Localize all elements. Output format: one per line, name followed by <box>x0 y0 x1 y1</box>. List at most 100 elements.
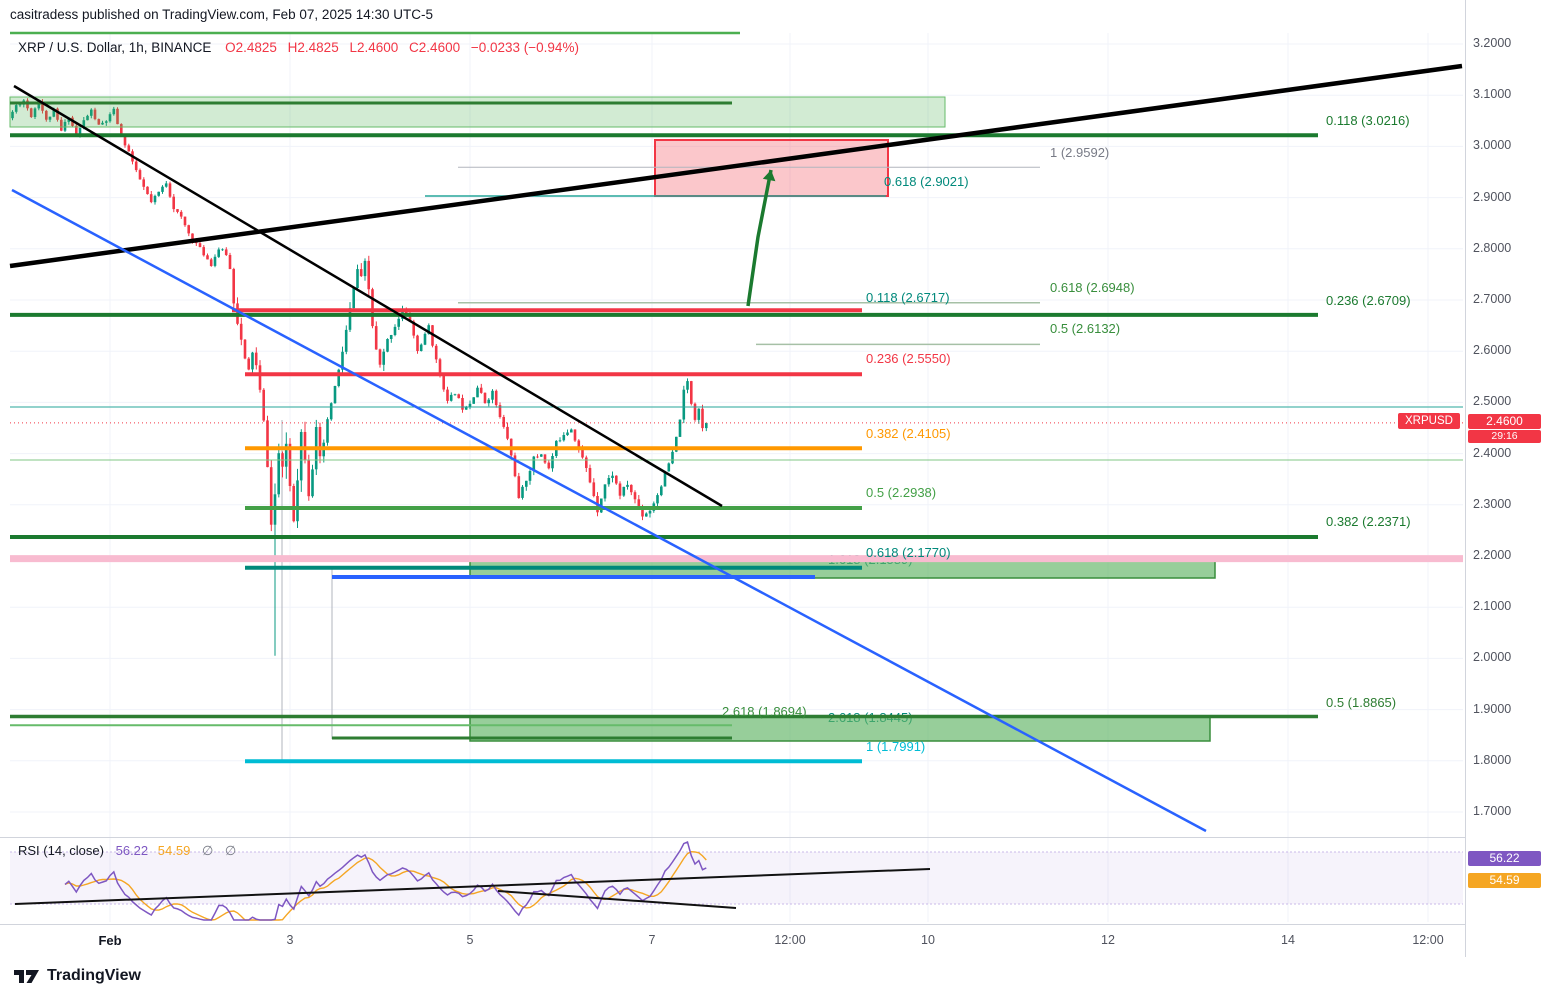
candle-body[interactable] <box>359 269 363 277</box>
candle-body[interactable] <box>382 351 385 365</box>
candle-body[interactable] <box>153 195 157 203</box>
candle-body[interactable] <box>412 321 415 336</box>
candle-body[interactable] <box>172 196 175 210</box>
fib-label[interactable]: 1 (1.7991) <box>866 739 926 754</box>
rsi-source-icons[interactable]: ∅ ∅ <box>201 843 241 858</box>
candle-body[interactable] <box>333 386 337 404</box>
candle-body[interactable] <box>585 457 588 469</box>
fib-label[interactable]: 0.118 (3.0216) <box>1326 113 1410 128</box>
candle-body[interactable] <box>558 440 562 442</box>
candle-body[interactable] <box>618 483 622 496</box>
candle-body[interactable] <box>224 249 228 255</box>
candle-body[interactable] <box>419 344 423 351</box>
candle-body[interactable] <box>622 486 626 496</box>
candle-body[interactable] <box>479 387 483 393</box>
candle-body[interactable] <box>258 365 262 390</box>
candle-body[interactable] <box>427 325 430 334</box>
candle-body[interactable] <box>217 249 220 257</box>
candle-body[interactable] <box>525 480 528 487</box>
candle-body[interactable] <box>487 399 490 404</box>
candle-body[interactable] <box>494 390 498 406</box>
rsi-legend[interactable]: RSI (14, close) 56.22 54.59 ∅ ∅ <box>18 843 240 859</box>
candle-body[interactable] <box>476 387 479 398</box>
candle-body[interactable] <box>446 389 449 401</box>
candle-body[interactable] <box>266 420 269 468</box>
candle-body[interactable] <box>262 389 265 421</box>
candle-body[interactable] <box>134 161 138 171</box>
candle-body[interactable] <box>513 455 517 477</box>
candle-body[interactable] <box>603 484 607 499</box>
price-axis[interactable]: 2.4600 29:16 56.22 54.59 3.2000 3.1000 3.0… <box>1465 0 1543 957</box>
fib-label[interactable]: 0.5 (1.8865) <box>1326 695 1397 710</box>
candle-body[interactable] <box>547 462 551 469</box>
fib-label[interactable]: 0.618 (2.1770) <box>866 545 951 560</box>
candle-body[interactable] <box>97 119 101 125</box>
trendline-ascending-black[interactable] <box>9 63 1463 269</box>
candle-body[interactable] <box>269 467 273 525</box>
candle-body[interactable] <box>127 145 131 152</box>
candle-body[interactable] <box>232 269 235 304</box>
candle-body[interactable] <box>101 122 104 125</box>
candle-body[interactable] <box>393 326 397 335</box>
candle-body[interactable] <box>573 429 577 441</box>
candle-body[interactable] <box>239 323 243 340</box>
candle-body[interactable] <box>667 463 671 472</box>
candle-body[interactable] <box>82 120 86 128</box>
candle-body[interactable] <box>690 381 693 404</box>
candle-body[interactable] <box>341 351 344 370</box>
candle-body[interactable] <box>626 484 629 487</box>
candle-body[interactable] <box>551 456 554 469</box>
candle-body[interactable] <box>149 194 153 203</box>
candle-body[interactable] <box>311 469 314 497</box>
candle-body[interactable] <box>179 211 183 217</box>
candle-body[interactable] <box>521 486 524 498</box>
candle-body[interactable] <box>570 429 573 433</box>
candle-body[interactable] <box>363 260 367 277</box>
candle-body[interactable] <box>648 510 652 514</box>
candle-body[interactable] <box>37 101 41 109</box>
candle-body[interactable] <box>168 183 172 197</box>
rsi-trendline[interactable] <box>497 890 737 909</box>
candle-body[interactable] <box>641 507 644 517</box>
candle-body[interactable] <box>633 492 637 500</box>
target-zone-red[interactable] <box>654 139 889 197</box>
candle-body[interactable] <box>397 318 400 327</box>
fib-label[interactable]: 2.618 (1.8694) <box>722 704 807 719</box>
fib-label[interactable]: 0.618 (2.6948) <box>1050 280 1135 295</box>
fib-label[interactable]: 0.118 (2.6717) <box>866 290 950 305</box>
candle-body[interactable] <box>348 308 352 330</box>
candle-body[interactable] <box>105 121 108 123</box>
candle-body[interactable] <box>93 109 97 120</box>
candle-body[interactable] <box>607 478 611 485</box>
candle-body[interactable] <box>176 209 179 212</box>
candle-body[interactable] <box>307 460 310 497</box>
candle-body[interactable] <box>502 417 505 427</box>
candle-body[interactable] <box>329 403 333 420</box>
pane-separator[interactable] <box>0 837 1543 838</box>
annotation-arrow[interactable] <box>746 169 773 307</box>
candle-body[interactable] <box>292 486 295 522</box>
candle-body[interactable] <box>247 358 250 370</box>
rsi-trendline[interactable] <box>14 868 931 905</box>
candle-body[interactable] <box>464 407 468 410</box>
candle-body[interactable] <box>63 121 67 131</box>
candle-body[interactable] <box>254 352 258 366</box>
candle-body[interactable] <box>78 127 82 137</box>
candle-body[interactable] <box>536 456 539 458</box>
candle-body[interactable] <box>198 243 202 248</box>
candle-body[interactable] <box>164 183 168 187</box>
fib-label[interactable]: 0.5 (2.2938) <box>866 485 937 500</box>
candle-body[interactable] <box>146 186 149 195</box>
candle-body[interactable] <box>637 499 641 508</box>
candle-body[interactable] <box>221 249 224 251</box>
candle-body[interactable] <box>228 255 232 270</box>
candle-body[interactable] <box>56 108 59 120</box>
candle-body[interactable] <box>243 339 247 359</box>
candle-body[interactable] <box>528 471 532 481</box>
candle-body[interactable] <box>277 453 280 495</box>
candle-body[interactable] <box>90 109 93 116</box>
candle-body[interactable] <box>352 288 355 309</box>
candle-body[interactable] <box>581 448 584 458</box>
candle-body[interactable] <box>630 484 633 493</box>
candle-body[interactable] <box>86 115 89 121</box>
